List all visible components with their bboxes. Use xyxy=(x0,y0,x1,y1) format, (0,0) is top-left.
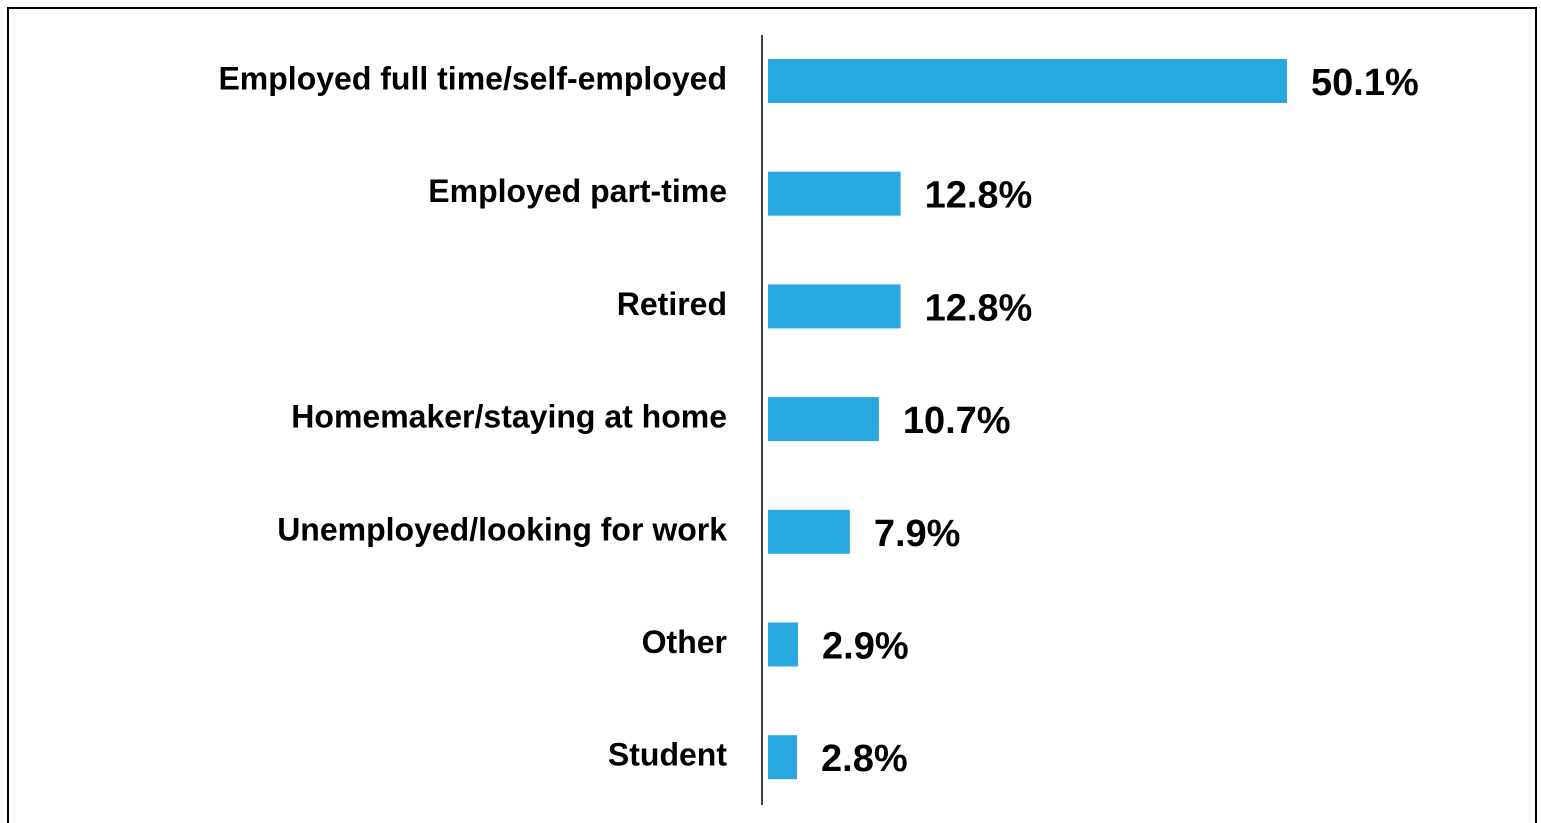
value-label: 7.9% xyxy=(874,513,961,555)
bar xyxy=(768,397,879,442)
value-label: 12.8% xyxy=(925,175,1033,217)
bar xyxy=(768,509,850,554)
value-label: 2.8% xyxy=(821,738,908,780)
frame xyxy=(7,7,1537,823)
category-label: Employed full time/self-employed xyxy=(218,60,727,96)
category-label: Unemployed/looking for work xyxy=(277,511,727,547)
bar xyxy=(768,59,1287,103)
value-label: 12.8% xyxy=(925,287,1033,329)
category-label: Other xyxy=(642,624,727,660)
bar xyxy=(768,622,799,667)
value-label: 10.7% xyxy=(903,400,1011,442)
value-label: 50.1% xyxy=(1311,62,1419,104)
bar xyxy=(768,284,901,329)
bar xyxy=(768,735,798,780)
category-label: Retired xyxy=(617,286,727,322)
bar xyxy=(768,171,901,216)
value-label: 2.9% xyxy=(822,626,909,668)
category-label: Student xyxy=(608,737,727,773)
category-label: Homemaker/staying at home xyxy=(291,399,727,435)
category-label: Employed part-time xyxy=(428,173,727,209)
